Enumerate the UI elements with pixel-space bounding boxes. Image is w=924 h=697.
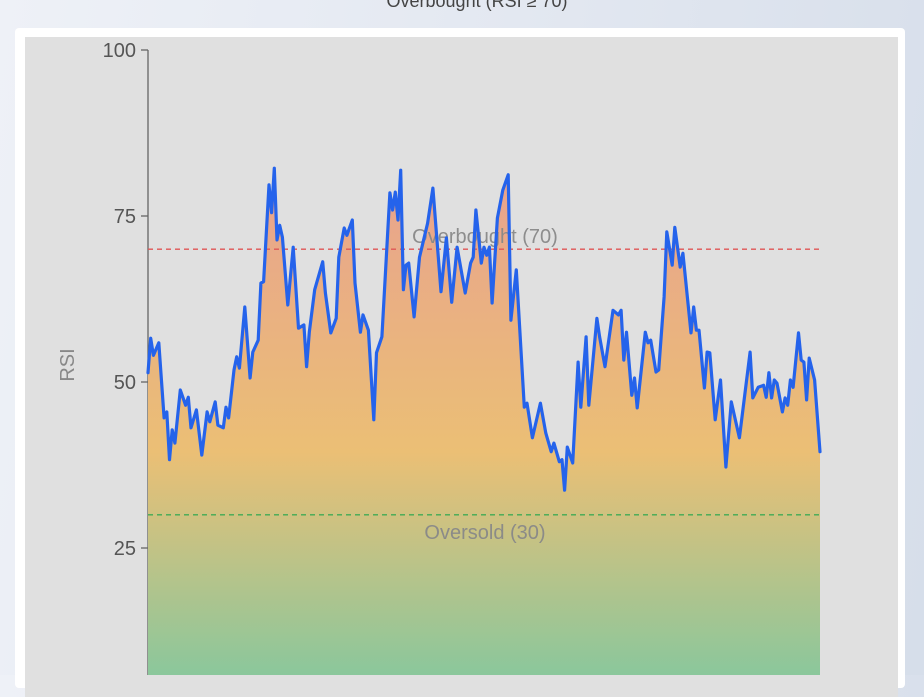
y-tick-label: 75 [114,206,136,228]
rsi-chart: 25 50 75 100 Overbought (70) Oversold (30) R… [57,40,822,675]
rsi-line [146,166,822,492]
chart-title: Overbought (RSI ≥ 70) [386,0,568,11]
y-axis: 25 50 75 100 [103,40,149,675]
reference-label-30: Oversold (30) [424,522,545,544]
y-tick-label: 100 [103,40,136,62]
y-axis-label: RSI [57,348,79,381]
y-tick-label: 50 [114,372,136,394]
y-tick-label: 25 [114,538,136,560]
reference-label-70: Overbought (70) [412,226,558,248]
rsi-area-fill [148,168,820,675]
